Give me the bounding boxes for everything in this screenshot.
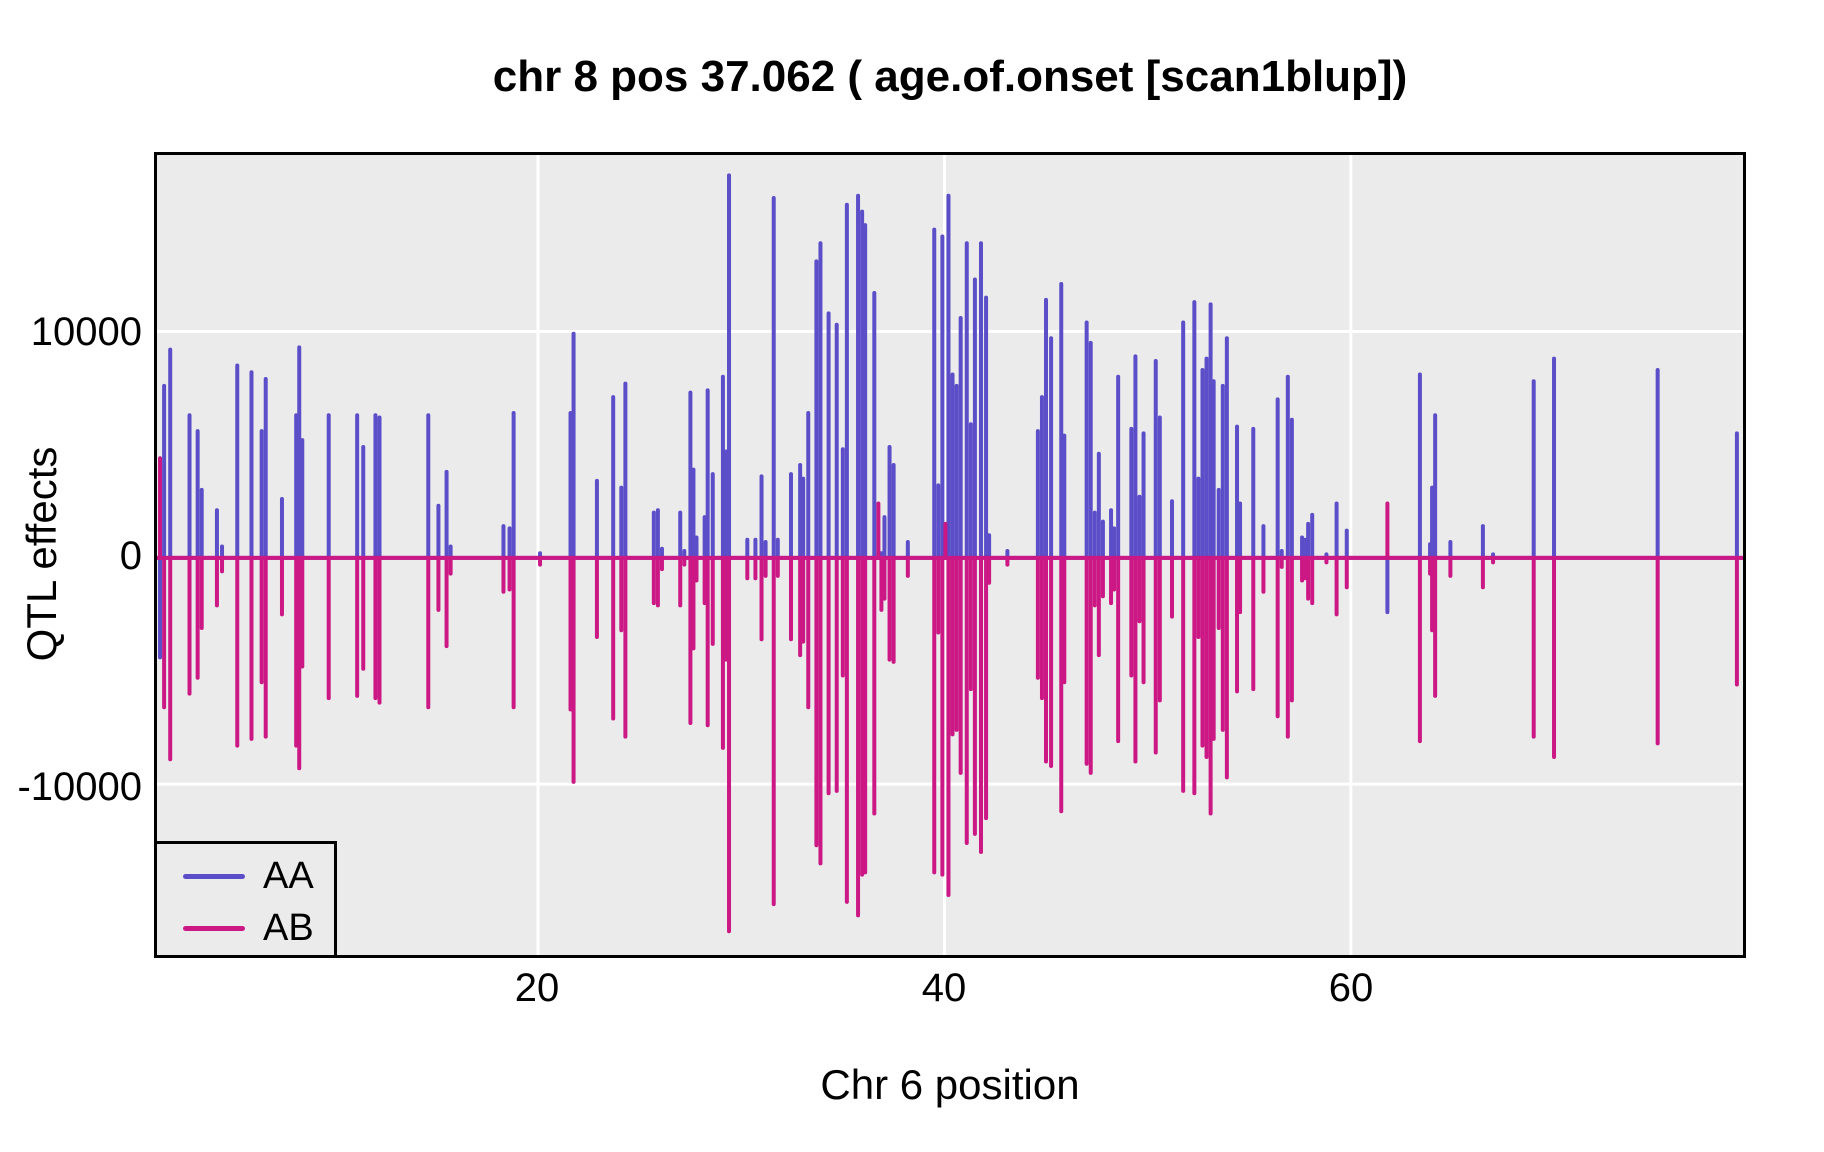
y-tick-label-0: 0 bbox=[119, 534, 142, 578]
legend-label-aa: AA bbox=[263, 855, 314, 897]
x-tick-label-40: 40 bbox=[921, 966, 967, 1010]
legend-label-ab: AB bbox=[263, 907, 314, 949]
plot-panel bbox=[154, 152, 1746, 958]
x-axis-label: Chr 6 position bbox=[820, 1061, 1080, 1108]
aa-line-swatch bbox=[183, 873, 245, 879]
x-tick-label-20: 20 bbox=[514, 966, 560, 1010]
y-tick-label-10000: 10000 bbox=[30, 310, 142, 354]
legend-box: AA AB bbox=[154, 841, 337, 958]
legend-entry-ab: AB bbox=[157, 905, 334, 951]
legend-entry-aa: AA bbox=[157, 853, 334, 899]
ab-line-swatch bbox=[183, 925, 245, 931]
x-tick-label-60: 60 bbox=[1328, 966, 1374, 1010]
chart-title: chr 8 pos 37.062 ( age.of.onset [scan1bl… bbox=[492, 52, 1408, 101]
y-tick-label-neg10000: -10000 bbox=[17, 765, 142, 809]
plot-area bbox=[157, 155, 1743, 955]
